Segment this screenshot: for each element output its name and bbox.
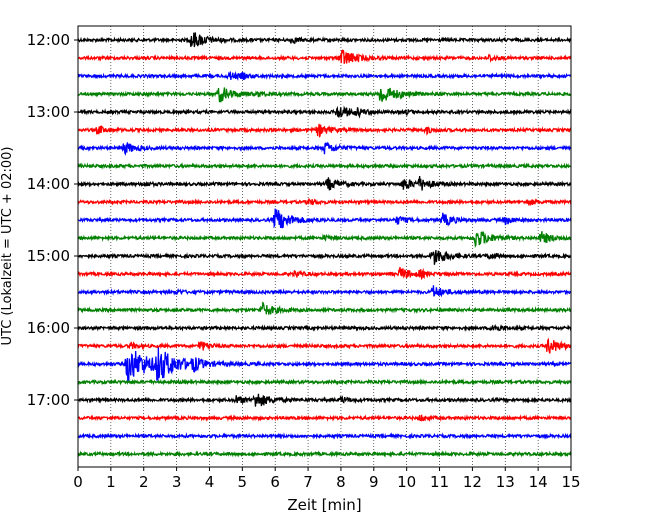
trace-line	[77, 378, 572, 386]
x-tick-label: 1	[106, 473, 116, 491]
trace-line	[77, 49, 572, 64]
y-tick-label: 14:00	[27, 175, 70, 193]
trace-line	[77, 230, 572, 248]
x-tick-label: 4	[205, 473, 215, 491]
trace-line	[77, 301, 572, 315]
axes-frame	[77, 25, 572, 468]
trace-line	[77, 323, 572, 332]
x-tick-label: 5	[238, 473, 248, 491]
axis-ticks: 0 1 2 3 4 5 6 7 8 9 10 11 12 13 14 1512:0013:0014:0015:…	[27, 31, 581, 491]
x-tick-label: 3	[172, 473, 182, 491]
x-tick-label: 13	[496, 473, 515, 491]
x-tick-label: 15	[561, 473, 580, 491]
y-tick-label: 13:00	[27, 103, 70, 121]
seismogram-traces	[77, 32, 572, 458]
trace-line	[77, 267, 572, 281]
y-axis-label: UTC (Lokalzeit = UTC + 02:00)	[0, 147, 15, 346]
trace-line	[77, 347, 572, 382]
trace-line	[77, 71, 572, 82]
y-tick-label: 16:00	[27, 319, 70, 337]
x-tick-label: 11	[430, 473, 449, 491]
trace-line	[77, 105, 572, 119]
trace-line	[77, 249, 572, 265]
trace-line	[77, 141, 572, 156]
trace-line	[77, 432, 572, 440]
trace-line	[77, 414, 572, 423]
trace-line	[77, 87, 572, 103]
x-tick-label: 9	[369, 473, 379, 491]
x-tick-label: 14	[529, 473, 548, 491]
trace-line	[77, 162, 572, 170]
y-tick-label: 17:00	[27, 391, 70, 409]
x-tick-label: 10	[397, 473, 416, 491]
trace-line	[77, 208, 572, 229]
x-tick-label: 12	[463, 473, 482, 491]
x-tick-label: 7	[303, 473, 313, 491]
trace-line	[77, 197, 572, 207]
x-tick-label: 0	[73, 473, 83, 491]
trace-line	[77, 393, 572, 407]
trace-line	[77, 176, 572, 191]
trace-line	[77, 285, 572, 298]
trace-line	[77, 337, 572, 354]
trace-line	[77, 123, 572, 138]
x-tick-label: 2	[139, 473, 149, 491]
x-axis-label: Zeit [min]	[287, 496, 361, 514]
trace-line	[77, 32, 572, 48]
trace-line	[77, 450, 572, 458]
y-tick-label: 12:00	[27, 31, 70, 49]
y-tick-label: 15:00	[27, 247, 70, 265]
x-tick-label: 6	[270, 473, 280, 491]
x-tick-label: 8	[336, 473, 346, 491]
